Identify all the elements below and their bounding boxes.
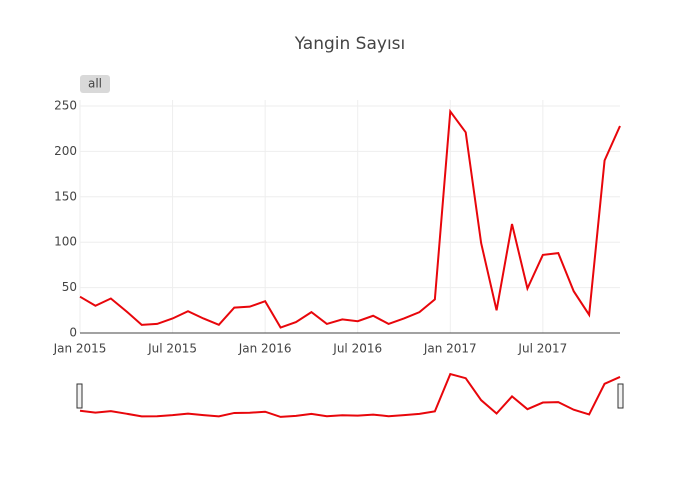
- y-tick-label: 100: [54, 235, 77, 249]
- y-tick-label: 0: [69, 326, 77, 340]
- line: [79, 108, 621, 329]
- y-tick-label: 250: [54, 99, 77, 113]
- y-tick-label: 200: [54, 144, 77, 158]
- range-button-label[interactable]: all: [88, 77, 102, 91]
- y-tick-label: 50: [62, 280, 77, 294]
- slider-handle[interactable]: [76, 383, 83, 409]
- slider-line: [79, 372, 621, 418]
- x-tick-label: Jan 2017: [423, 342, 477, 356]
- slider-handle[interactable]: [617, 383, 624, 409]
- x-tick-label: Jul 2017: [517, 342, 567, 356]
- y-tick-label: 150: [54, 189, 77, 203]
- x-tick-label: Jul 2015: [147, 342, 197, 356]
- x-tick-label: Jul 2016: [332, 342, 382, 356]
- chart-title: Yangin Sayısı: [294, 34, 406, 54]
- x-tick-label: Jan 2016: [238, 342, 292, 356]
- range-button[interactable]: [80, 75, 110, 93]
- x-tick-label: Jan 2015: [53, 342, 107, 356]
